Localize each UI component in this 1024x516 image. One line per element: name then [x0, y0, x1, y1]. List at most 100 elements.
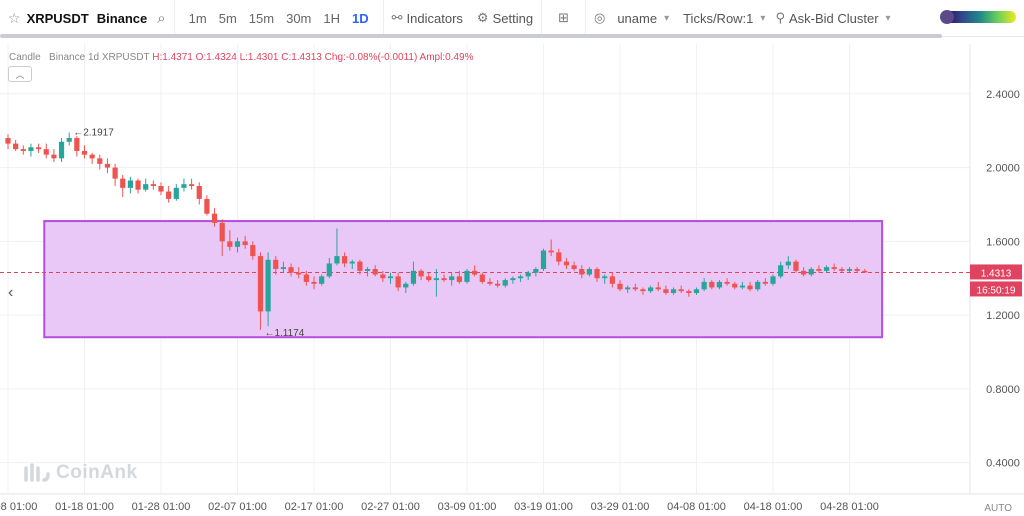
- candle-body[interactable]: [701, 281, 707, 290]
- candle-body[interactable]: [732, 283, 738, 288]
- candle-body[interactable]: [472, 270, 478, 275]
- candle-body[interactable]: [166, 191, 172, 199]
- candle-body[interactable]: [487, 281, 493, 284]
- candle-body[interactable]: [839, 269, 845, 271]
- candle-body[interactable]: [372, 269, 378, 275]
- candle-body[interactable]: [227, 241, 233, 247]
- candle-body[interactable]: [303, 274, 309, 282]
- candle-body[interactable]: [778, 265, 784, 277]
- candle-body[interactable]: [655, 287, 661, 290]
- candle-body[interactable]: [540, 250, 547, 269]
- user-dropdown[interactable]: uname ▾: [617, 11, 669, 26]
- candle-body[interactable]: [426, 276, 432, 281]
- candle-body[interactable]: [13, 143, 19, 150]
- candle-body[interactable]: [280, 267, 286, 269]
- exchange-label[interactable]: Binance: [96, 10, 148, 26]
- candle-body[interactable]: [418, 270, 424, 277]
- candle-body[interactable]: [770, 276, 776, 284]
- candle-body[interactable]: [693, 289, 700, 293]
- candle-body[interactable]: [74, 138, 80, 151]
- candle-body[interactable]: [242, 241, 248, 246]
- candle-body[interactable]: [66, 138, 72, 142]
- candle-body[interactable]: [441, 278, 447, 281]
- search-icon[interactable]: ⌕: [157, 9, 166, 27]
- candle-body[interactable]: [464, 270, 470, 282]
- candle-body[interactable]: [196, 186, 202, 199]
- ticks-dropdown[interactable]: Ticks/Row:1 ▾: [683, 11, 765, 26]
- candle-body[interactable]: [602, 276, 608, 279]
- candle-body[interactable]: [181, 184, 187, 188]
- candle-body[interactable]: [135, 180, 141, 190]
- timeframe-1h[interactable]: 1H: [323, 10, 341, 26]
- candle-body[interactable]: [670, 289, 677, 293]
- candle-body[interactable]: [663, 289, 669, 293]
- candle-body[interactable]: [81, 150, 88, 155]
- candle-body[interactable]: [823, 267, 830, 271]
- candle-body[interactable]: [36, 147, 42, 150]
- star-icon[interactable]: ☆: [8, 9, 21, 26]
- candle-body[interactable]: [640, 289, 646, 292]
- setting-button[interactable]: ⚙ Setting: [477, 10, 533, 26]
- candle-body[interactable]: [816, 269, 822, 271]
- candle-body[interactable]: [395, 276, 401, 288]
- candle-body[interactable]: [319, 276, 325, 284]
- candle-body[interactable]: [586, 269, 592, 275]
- candle-body[interactable]: [364, 269, 371, 271]
- grid-layout-icon[interactable]: ⊞: [558, 10, 569, 25]
- timeframe-1m[interactable]: 1m: [188, 10, 207, 26]
- candle-body[interactable]: [785, 261, 791, 266]
- candle-body[interactable]: [755, 281, 761, 290]
- candle-body[interactable]: [739, 285, 745, 288]
- visibility-icon[interactable]: ◎: [593, 10, 606, 25]
- candle-body[interactable]: [150, 184, 156, 187]
- candle-body[interactable]: [387, 276, 394, 279]
- color-scale-slider[interactable]: [940, 10, 1016, 24]
- zone-rectangle[interactable]: [43, 220, 884, 339]
- candle-body[interactable]: [211, 213, 218, 223]
- candle-body[interactable]: [250, 245, 256, 257]
- timeframe-30m[interactable]: 30m: [286, 10, 312, 26]
- candle-body[interactable]: [793, 261, 799, 271]
- candle-body[interactable]: [5, 138, 11, 144]
- candle-body[interactable]: [28, 147, 34, 151]
- candle-body[interactable]: [831, 267, 837, 269]
- candle-body[interactable]: [204, 198, 210, 214]
- candle-body[interactable]: [403, 283, 409, 288]
- candle-body[interactable]: [762, 281, 768, 284]
- candle-body[interactable]: [846, 269, 853, 271]
- candle-body[interactable]: [158, 186, 164, 192]
- candle-body[interactable]: [273, 259, 279, 269]
- candle-body[interactable]: [334, 256, 340, 264]
- candle-body[interactable]: [456, 276, 462, 282]
- candle-body[interactable]: [479, 274, 485, 282]
- timeframe-15m[interactable]: 15m: [248, 10, 275, 26]
- candle-body[interactable]: [120, 178, 126, 188]
- candle-body[interactable]: [502, 280, 508, 286]
- candle-body[interactable]: [380, 274, 386, 279]
- candle-body[interactable]: [563, 261, 570, 266]
- candle-body[interactable]: [357, 261, 363, 271]
- candle-body[interactable]: [709, 281, 715, 288]
- candle-body[interactable]: [433, 278, 439, 281]
- candle-body[interactable]: [58, 141, 65, 159]
- candle-body[interactable]: [104, 163, 111, 168]
- candle-body[interactable]: [43, 149, 49, 155]
- candle-body[interactable]: [257, 256, 264, 312]
- candle-body[interactable]: [326, 263, 332, 277]
- candle-body[interactable]: [342, 256, 348, 264]
- candle-body[interactable]: [617, 283, 623, 290]
- candle-body[interactable]: [89, 154, 95, 159]
- candle-body[interactable]: [410, 270, 417, 284]
- candle-body[interactable]: [127, 180, 133, 188]
- candle-body[interactable]: [219, 222, 225, 242]
- collapse-info-button[interactable]: ︿: [8, 66, 32, 82]
- candle-body[interactable]: [556, 252, 562, 262]
- candle-body[interactable]: [625, 287, 631, 290]
- chevron-left-icon[interactable]: ‹: [8, 284, 14, 301]
- candle-body[interactable]: [20, 149, 26, 151]
- candle-body[interactable]: [510, 278, 516, 281]
- candle-body[interactable]: [648, 287, 654, 292]
- candle-body[interactable]: [854, 269, 860, 271]
- candle-body[interactable]: [143, 184, 149, 190]
